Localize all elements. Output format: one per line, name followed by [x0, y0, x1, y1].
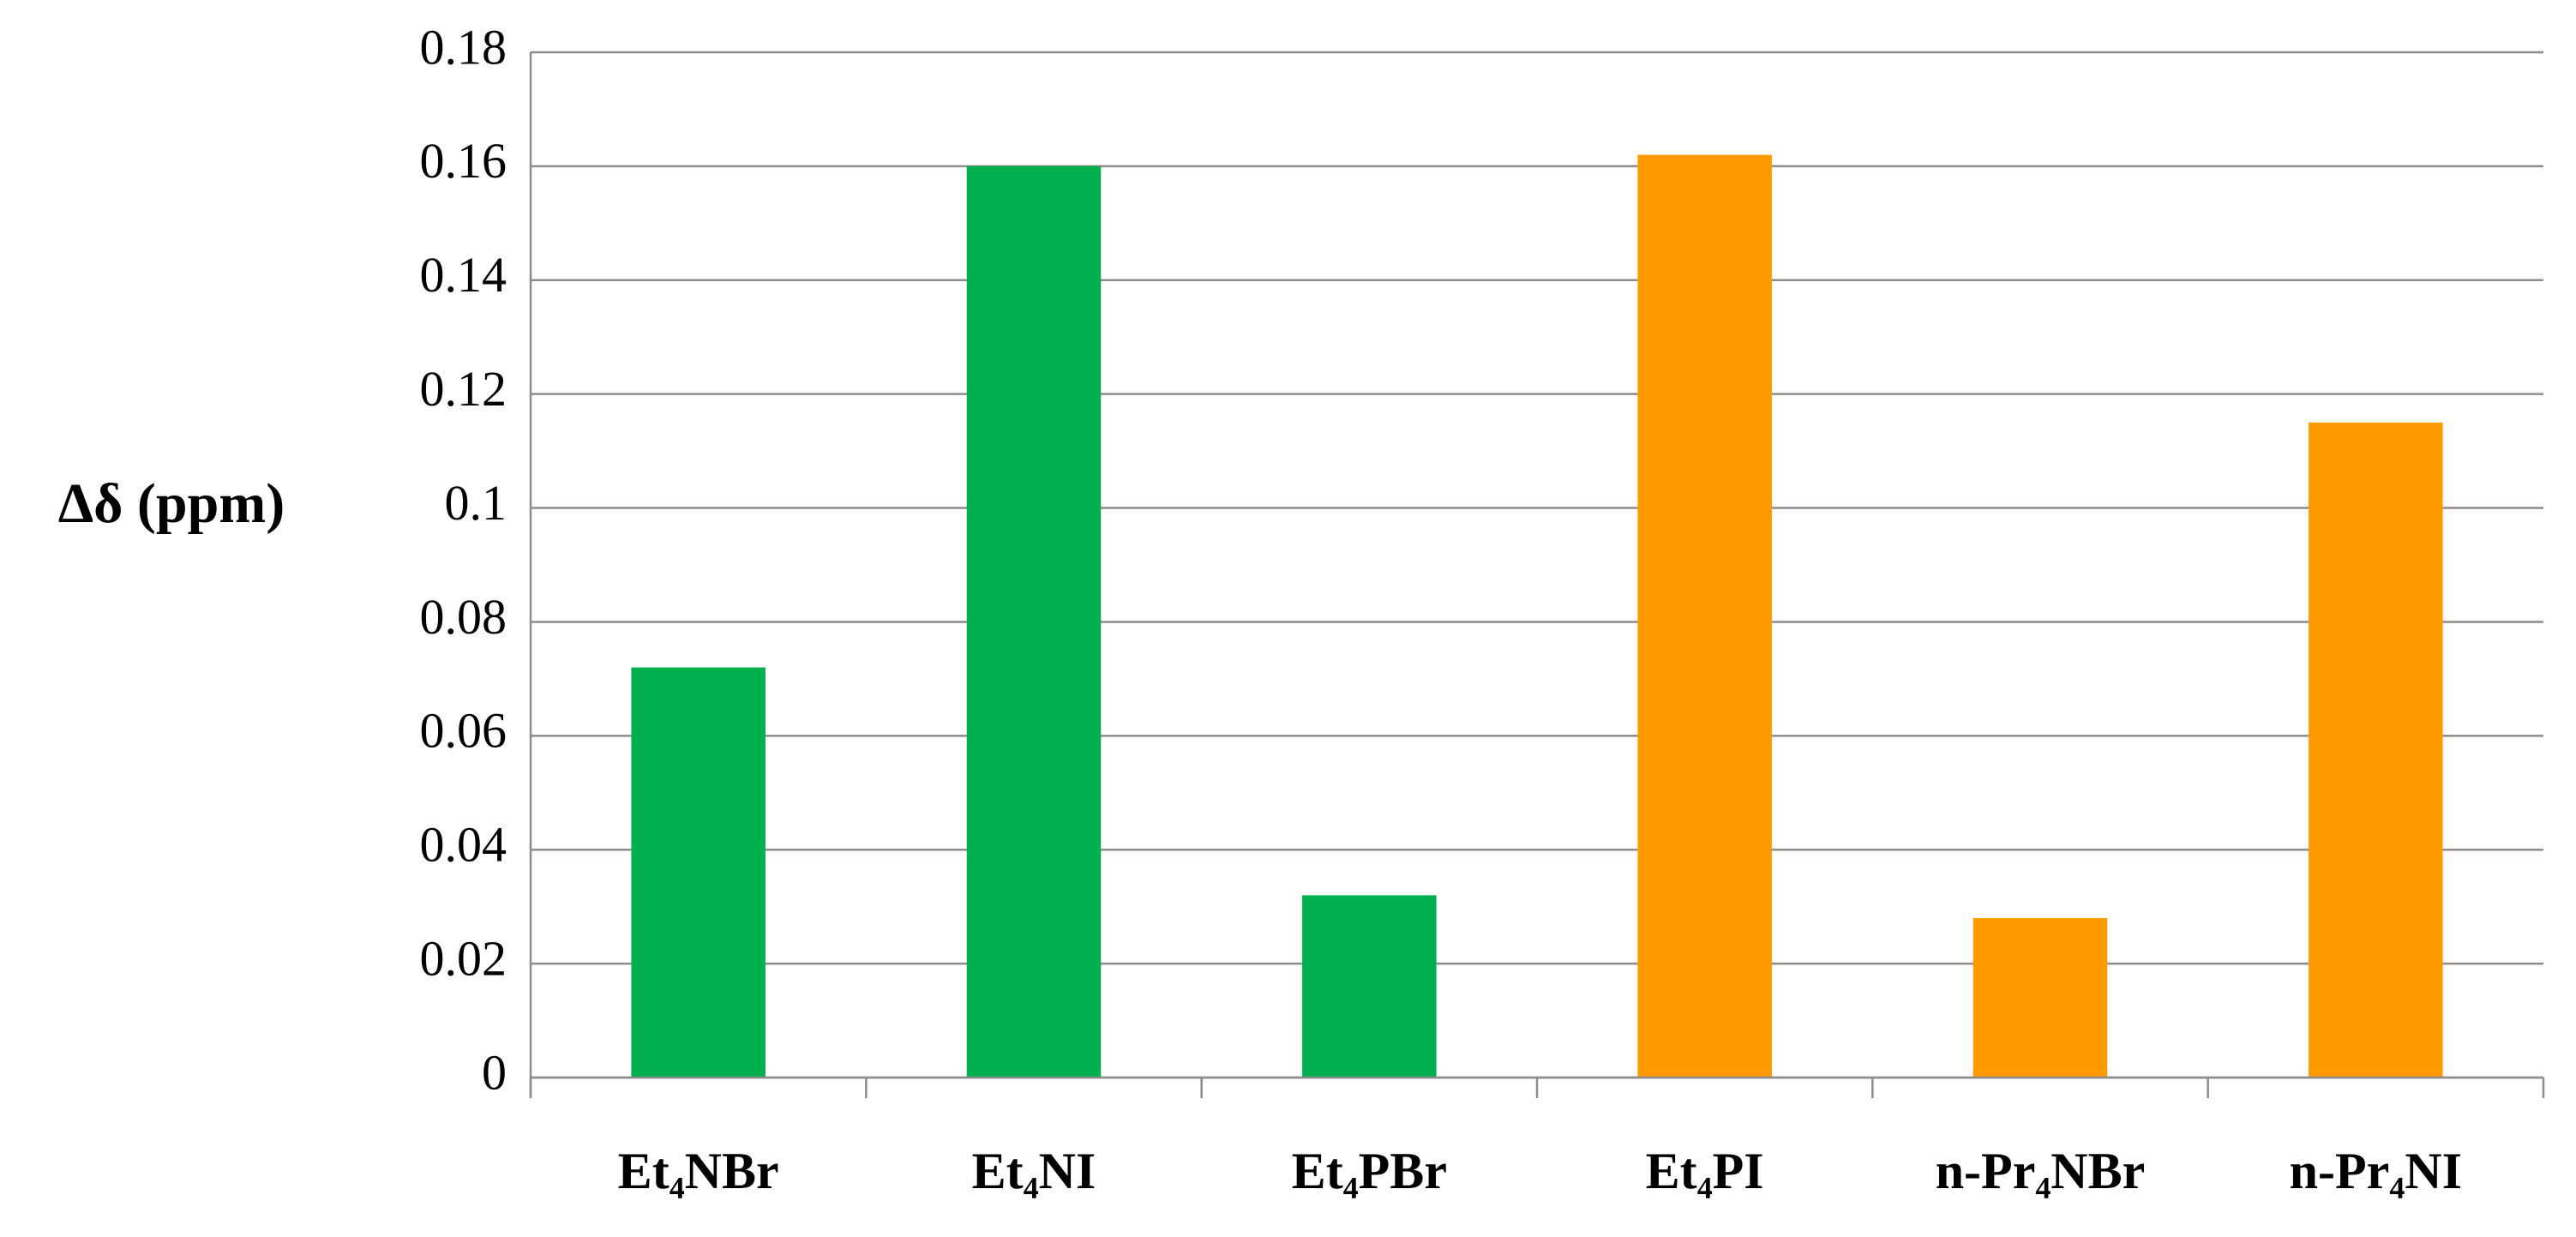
y-tick-label: 0.08 — [420, 589, 507, 645]
bar — [966, 165, 1102, 1078]
x-tick-label: n-Pr₄NBr — [1936, 1143, 2146, 1199]
y-axis-label: Δδ (ppm) — [58, 472, 285, 535]
x-tick-label: Et₄PI — [1646, 1143, 1764, 1199]
x-tick-label: Et₄NBr — [618, 1143, 779, 1199]
bar — [1637, 154, 1772, 1078]
y-tick-label: 0.1 — [445, 475, 507, 531]
bar — [2309, 422, 2443, 1078]
y-tick-label: 0 — [482, 1044, 507, 1100]
bar — [1973, 917, 2108, 1078]
y-tick-label: 0.14 — [420, 247, 507, 303]
y-tick-label: 0.06 — [420, 703, 507, 759]
bar — [631, 667, 766, 1078]
bar — [1302, 895, 1437, 1078]
y-tick-label: 0.18 — [420, 19, 507, 75]
y-tick-label: 0.12 — [420, 361, 507, 417]
y-tick-label: 0.04 — [420, 817, 507, 873]
y-tick-label: 0.02 — [420, 930, 507, 986]
y-tick-label: 0.16 — [420, 133, 507, 189]
x-tick-label: Et₄PBr — [1292, 1143, 1447, 1199]
x-tick-label: Et₄NI — [972, 1143, 1096, 1199]
x-tick-label: n-Pr₄NI — [2290, 1143, 2462, 1199]
